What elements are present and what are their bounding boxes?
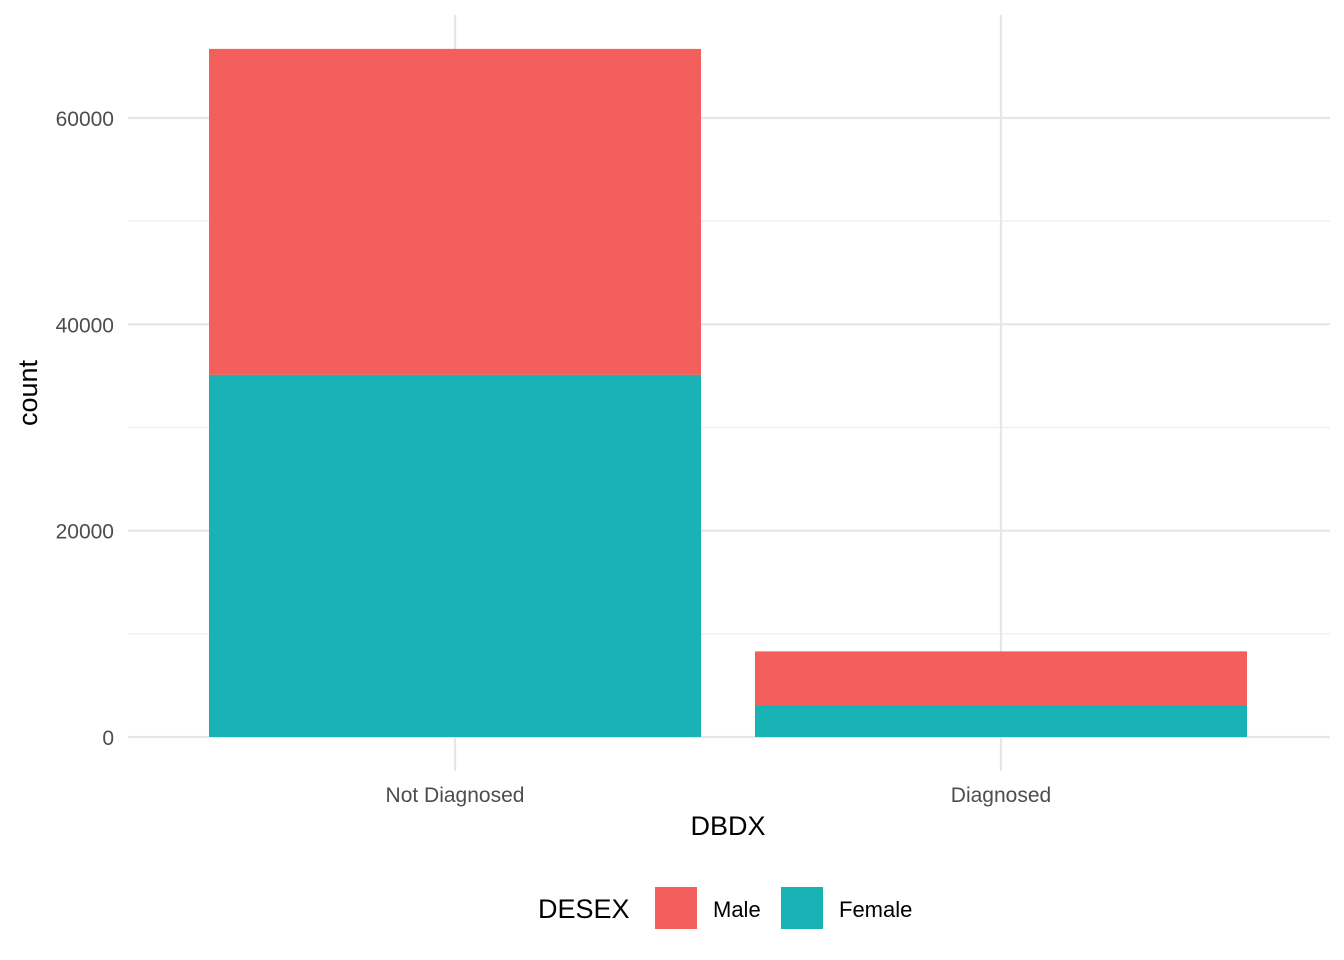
x-axis-ticks: Not Diagnosed Diagnosed xyxy=(386,784,1052,807)
legend-key-male xyxy=(655,887,697,929)
y-tick-label: 0 xyxy=(102,727,114,750)
legend: DESEX Male Female xyxy=(538,887,912,929)
y-tick-label: 60000 xyxy=(56,108,114,131)
y-axis-title: count xyxy=(13,359,43,426)
legend-label-male: Male xyxy=(713,897,761,922)
bar-male-diagnosed xyxy=(755,651,1247,706)
legend-title: DESEX xyxy=(538,894,630,924)
y-tick-label: 40000 xyxy=(56,314,114,337)
bars xyxy=(209,48,1247,737)
y-axis-ticks: 0 20000 40000 60000 xyxy=(56,108,114,750)
legend-key-female xyxy=(781,887,823,929)
x-tick-label: Diagnosed xyxy=(951,784,1051,807)
x-tick-label: Not Diagnosed xyxy=(386,784,525,807)
legend-label-female: Female xyxy=(839,897,912,922)
y-tick-label: 20000 xyxy=(56,521,114,544)
x-axis-title: DBDX xyxy=(690,811,765,841)
bar-female-not-diagnosed xyxy=(209,374,701,737)
bar-male-not-diagnosed xyxy=(209,48,701,375)
bar-female-diagnosed xyxy=(755,705,1247,737)
